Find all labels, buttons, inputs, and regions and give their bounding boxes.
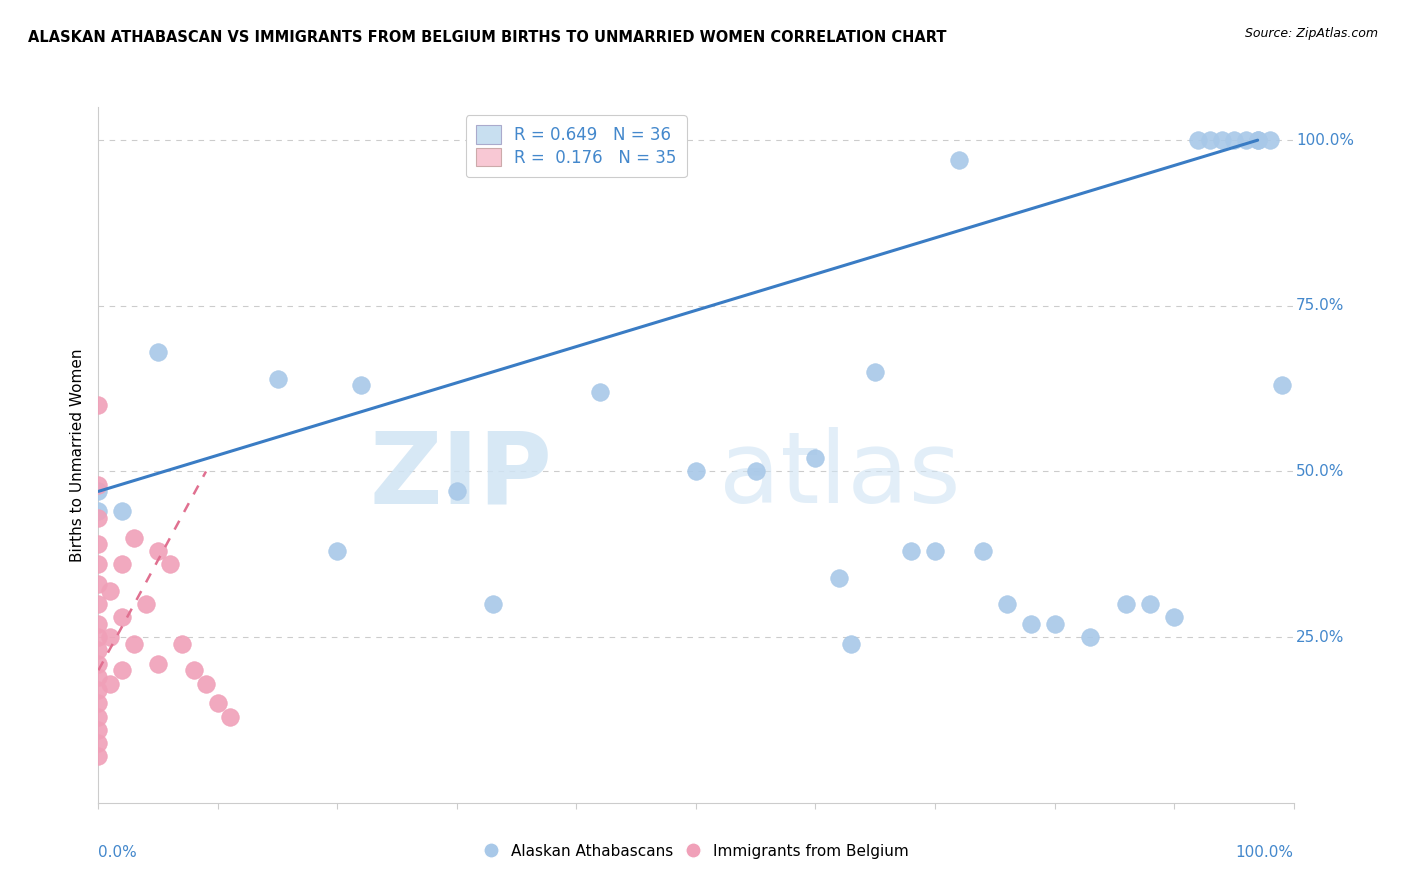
Point <box>1211 133 1233 147</box>
Text: Source: ZipAtlas.com: Source: ZipAtlas.com <box>1244 27 1378 40</box>
Point <box>135 597 157 611</box>
Text: 50.0%: 50.0% <box>1296 464 1344 479</box>
Point <box>87 537 110 551</box>
Point <box>685 465 707 479</box>
Text: 75.0%: 75.0% <box>1296 298 1344 313</box>
Point <box>124 531 146 545</box>
Point <box>87 504 110 518</box>
Point <box>87 697 110 711</box>
Point <box>924 544 946 558</box>
Point <box>1187 133 1209 147</box>
Legend: Alaskan Athabascans, Immigrants from Belgium: Alaskan Athabascans, Immigrants from Bel… <box>477 838 915 864</box>
Point <box>87 643 110 657</box>
Point <box>194 676 217 690</box>
Point <box>111 610 134 624</box>
Point <box>1222 133 1246 147</box>
Point <box>1043 616 1066 631</box>
Point <box>87 723 110 737</box>
Point <box>972 544 994 558</box>
Point <box>350 378 373 392</box>
Point <box>87 511 110 525</box>
Point <box>207 697 229 711</box>
Point <box>98 676 122 690</box>
Point <box>87 749 110 764</box>
Point <box>87 577 110 591</box>
Point <box>87 630 110 644</box>
Text: ALASKAN ATHABASCAN VS IMMIGRANTS FROM BELGIUM BIRTHS TO UNMARRIED WOMEN CORRELAT: ALASKAN ATHABASCAN VS IMMIGRANTS FROM BE… <box>28 29 946 45</box>
Point <box>124 637 146 651</box>
Point <box>1258 133 1281 147</box>
Point <box>87 709 110 723</box>
Point <box>183 663 205 677</box>
Point <box>111 504 134 518</box>
Text: atlas: atlas <box>718 427 960 524</box>
Point <box>863 365 886 379</box>
Point <box>87 477 110 491</box>
Point <box>111 558 134 572</box>
Point <box>839 637 862 651</box>
Point <box>267 372 290 386</box>
Y-axis label: Births to Unmarried Women: Births to Unmarried Women <box>70 348 86 562</box>
Point <box>1163 610 1185 624</box>
Text: 100.0%: 100.0% <box>1236 845 1294 860</box>
Text: ZIP: ZIP <box>370 427 553 524</box>
Point <box>1271 378 1294 392</box>
Point <box>87 616 110 631</box>
Point <box>481 597 505 611</box>
Point <box>219 709 242 723</box>
Point <box>87 597 110 611</box>
Point <box>87 484 110 499</box>
Point <box>326 544 349 558</box>
Point <box>111 663 134 677</box>
Point <box>1246 133 1268 147</box>
Point <box>589 384 612 399</box>
Point <box>1246 133 1268 147</box>
Point <box>1139 597 1161 611</box>
Point <box>148 657 170 671</box>
Point <box>995 597 1018 611</box>
Point <box>87 657 110 671</box>
Point <box>1080 630 1102 644</box>
Point <box>98 583 122 598</box>
Point <box>172 637 194 651</box>
Point <box>1198 133 1220 147</box>
Point <box>948 153 970 167</box>
Point <box>828 570 851 584</box>
Point <box>148 345 170 359</box>
Point <box>87 398 110 412</box>
Point <box>87 683 110 698</box>
Point <box>98 630 122 644</box>
Point <box>1234 133 1257 147</box>
Point <box>804 451 827 466</box>
Text: 25.0%: 25.0% <box>1296 630 1344 645</box>
Point <box>159 558 181 572</box>
Point <box>745 465 768 479</box>
Point <box>87 736 110 750</box>
Point <box>1019 616 1042 631</box>
Text: 100.0%: 100.0% <box>1296 133 1354 148</box>
Point <box>87 670 110 684</box>
Point <box>1115 597 1137 611</box>
Point <box>87 558 110 572</box>
Point <box>446 484 468 499</box>
Point <box>900 544 922 558</box>
Point <box>148 544 170 558</box>
Text: 0.0%: 0.0% <box>98 845 138 860</box>
